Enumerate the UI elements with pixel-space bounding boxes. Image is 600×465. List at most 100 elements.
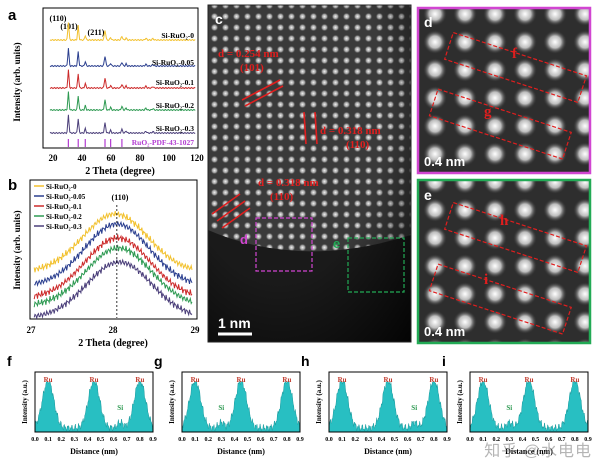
profile-label-i: i <box>484 272 488 288</box>
profile-xtick: 0.5 <box>532 437 540 443</box>
profile-xtick: 0.4 <box>84 437 92 443</box>
profile-xtick: 0.1 <box>479 437 487 443</box>
panel-d: d f g 0.4 nm <box>416 6 592 175</box>
ru-label: Ru <box>479 376 488 384</box>
xtick-label: 40 <box>78 153 88 163</box>
legend-entry: Si-RuO₂-0.3 <box>46 223 82 231</box>
xtick-label: 29 <box>191 325 201 335</box>
xrd-series-line <box>49 114 196 135</box>
si-label: Si <box>117 404 123 412</box>
panel-a-xlabel: 2 Theta (degree) <box>85 166 155 177</box>
profile-area <box>328 380 448 433</box>
xtick-label: 100 <box>162 153 176 163</box>
profile-ylabel: Intensity (a.u.) <box>21 379 29 423</box>
xrd-series-line <box>49 91 196 112</box>
panel-b-xlabel: 2 Theta (degree) <box>78 338 148 349</box>
line-profile-box-g <box>428 88 572 160</box>
profile-xtick: 0.4 <box>231 437 239 443</box>
si-label: Si <box>411 404 417 412</box>
profile-panel-i: i Intensity (a.u.) Ru Ru Ru Si 0.0 0.1 0.2 0.3 0.4… <box>442 353 592 456</box>
panel-a-ylabel: Intensity (arb. units) <box>12 42 22 121</box>
profile-area <box>34 380 154 433</box>
profile-ylabel: Intensity (a.u.) <box>456 379 464 423</box>
panel-b: b Intensity (arb. units) 27 28 29 2 Thet… <box>8 177 200 349</box>
profile-panel-label: h <box>301 353 310 369</box>
profile-axes <box>469 371 589 433</box>
ru-label: Ru <box>338 376 347 384</box>
profile-xlabel: Distance (nm) <box>364 447 412 456</box>
profile-panel-f: f Intensity (a.u.) Ru Ru Ru Si 0.0 0.1 0.2 0.3 0.4… <box>7 353 157 456</box>
profile-panel-h: h Intensity (a.u.) Ru Ru Ru Si 0.0 0.1 0.2 0.3 0.4… <box>301 353 451 456</box>
panel-b-ylabel: Intensity (arb. units) <box>12 210 22 289</box>
zoom-series-line <box>33 258 193 321</box>
panel-a: a Intensity (arb. units) 20 40 60 80 100… <box>8 7 204 177</box>
profile-xtick: 0.6 <box>404 437 412 443</box>
xtick-label: 27 <box>27 325 37 335</box>
xrd-series-line <box>49 22 196 42</box>
plane-label: (110) <box>270 191 294 203</box>
profile-panel-g: g Intensity (a.u.) Ru Ru Ru Si 0.0 0.1 0.2 0.3 0.4… <box>154 353 304 456</box>
profile-xtick: 0.7 <box>417 437 425 443</box>
profile-panel-label: g <box>154 353 163 369</box>
series-label: Si-RuO₂-0.05 <box>152 58 194 67</box>
ru-label: Ru <box>237 376 246 384</box>
profile-ylabel: Intensity (a.u.) <box>168 379 176 423</box>
lattice-line <box>211 193 241 215</box>
zoom-image-e <box>418 180 590 343</box>
zoom-series-group <box>33 205 193 321</box>
profile-xtick: 0.3 <box>218 437 226 443</box>
profile-xtick: 0.1 <box>338 437 346 443</box>
series-label: Si-RuO₂-0 <box>161 31 194 40</box>
region-box-d <box>255 217 313 272</box>
profile-xtick: 0.6 <box>257 437 265 443</box>
profile-xtick: 0.5 <box>244 437 252 443</box>
line-profile-box-i <box>428 263 572 335</box>
panel-a-axes <box>42 7 199 149</box>
peak-label-211: (211) <box>88 28 105 37</box>
profile-xtick: 0.2 <box>204 437 212 443</box>
watermark: 知乎 @水电电 <box>484 443 592 460</box>
panel-e-label: e <box>424 187 432 203</box>
profile-xtick: 0.2 <box>351 437 359 443</box>
ru-label: Ru <box>570 376 579 384</box>
panel-a-series-labels: Si-RuO₂-0 Si-RuO₂-0.05 Si-RuO₂-0.1 Si-Ru… <box>152 31 194 133</box>
profile-xtick: 0.6 <box>110 437 118 443</box>
ru-label: Ru <box>429 376 438 384</box>
region-label-d: d <box>240 232 248 247</box>
profile-xtick: 0.2 <box>492 437 500 443</box>
profile-xtick: 0.9 <box>443 437 451 443</box>
legend-entry: Si-RuO₂-0.1 <box>46 203 82 211</box>
panel-c-frame <box>207 4 412 343</box>
ru-label: Ru <box>44 376 53 384</box>
profile-xtick: 0.7 <box>123 437 131 443</box>
ru-label: Ru <box>90 376 99 384</box>
profile-xlabel: Distance (nm) <box>505 447 553 456</box>
profile-xtick: 0.1 <box>191 437 199 443</box>
profile-xtick: 0.4 <box>519 437 527 443</box>
legend-entry: Si-RuO₂-0.05 <box>46 193 86 201</box>
profile-xtick: 0.1 <box>44 437 52 443</box>
profile-xtick: 0.0 <box>466 437 474 443</box>
profile-xtick: 0.8 <box>571 437 579 443</box>
panel-c: c d = 0.254 nm (101) d = 0.318 nm (110) … <box>207 4 412 343</box>
panel-a-label: a <box>8 7 17 24</box>
panel-d-frame <box>416 6 592 175</box>
lattice-line <box>314 111 318 145</box>
profile-label-h: h <box>500 213 509 229</box>
profile-xlabel: Distance (nm) <box>70 447 118 456</box>
xtick-label: 28 <box>109 325 119 335</box>
profile-xtick: 0.3 <box>506 437 514 443</box>
ru-label: Ru <box>282 376 291 384</box>
profile-ylabel: Intensity (a.u.) <box>315 379 323 423</box>
profile-xtick: 0.0 <box>178 437 186 443</box>
legend-entry: Si-RuO₂-0 <box>46 183 77 191</box>
d-spacing-label: d = 0.254 nm <box>218 48 279 60</box>
panel-c-label: c <box>215 11 223 27</box>
line-profiles: f Intensity (a.u.) Ru Ru Ru Si 0.0 0.1 0.2 0.3 0.4… <box>7 353 592 456</box>
profile-xlabel: Distance (nm) <box>217 447 265 456</box>
region-box-e <box>347 237 405 293</box>
profile-xtick: 0.0 <box>31 437 39 443</box>
line-profile-box-f <box>443 31 588 104</box>
ru-label: Ru <box>384 376 393 384</box>
profile-panel-label: i <box>442 353 446 369</box>
